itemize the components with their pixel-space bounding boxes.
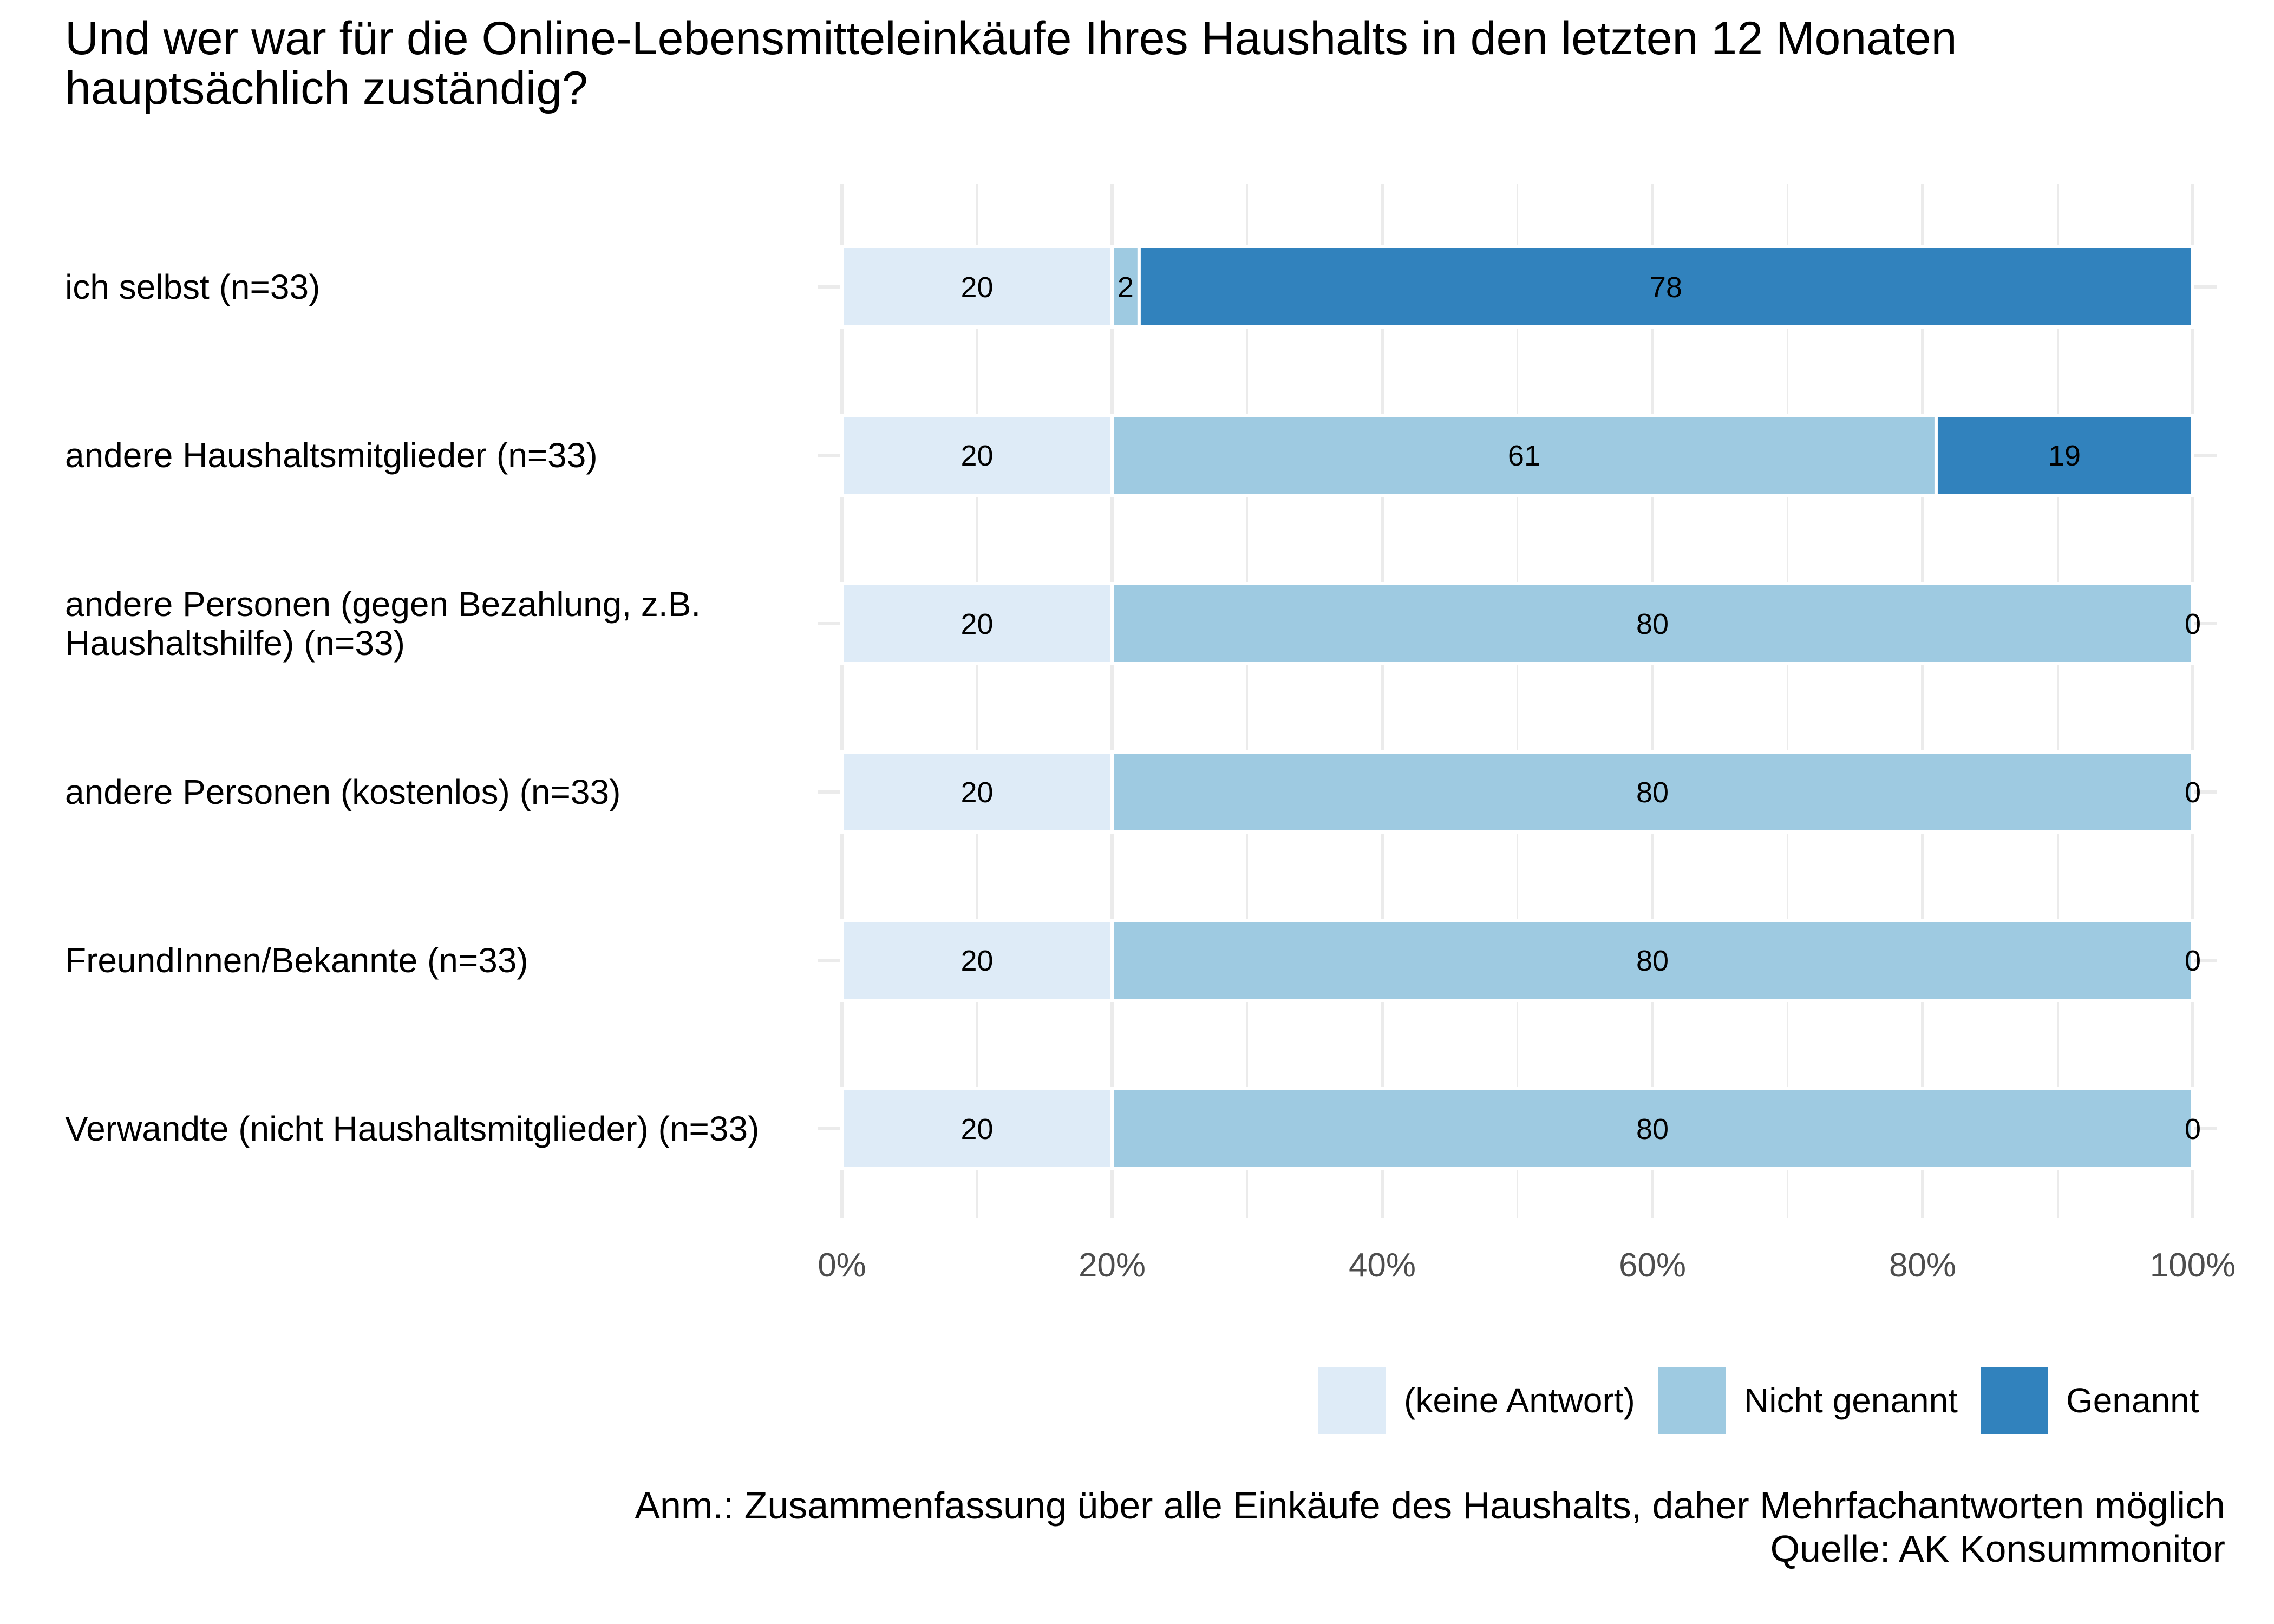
bar-value-label: 20	[960, 271, 993, 304]
bar-segment	[1137, 245, 2194, 329]
bar-value-label: 80	[1636, 608, 1669, 640]
bar-value-label: 80	[1636, 1113, 1669, 1145]
bar-segment	[840, 750, 1114, 834]
bar-segment	[1110, 582, 2194, 665]
category-label: andere Personen (kostenlos) (n=33)	[65, 772, 620, 811]
bar-segment	[840, 919, 1114, 1002]
chart-title-line: Und wer war für die Online-Lebensmittele…	[65, 12, 1957, 64]
legend-label: (keine Antwort)	[1404, 1381, 1635, 1420]
legend: (keine Antwort) Nicht genannt Genannt	[1318, 1367, 2199, 1434]
bars: 20 2 78 20 61 19 20 80 0 20 80 0 20 80 0 20 80 0	[840, 245, 2201, 1170]
legend-swatch	[1981, 1367, 2048, 1434]
category-labels: ich selbst (n=33) andere Haushaltsmitglie…	[65, 267, 759, 1148]
bar-value-label: 20	[960, 440, 993, 472]
bar-value-label: 19	[2048, 440, 2081, 472]
bar-value-label: 20	[960, 776, 993, 809]
bar-value-label: 0	[2185, 1113, 2201, 1145]
category-label: FreundInnen/Bekannte (n=33)	[65, 941, 528, 980]
bar-segment	[1110, 919, 2194, 1002]
caption: Anm.: Zusammenfassung über alle Einkäufe…	[635, 1484, 2225, 1570]
category-label: andere Personen (gegen Bezahlung, z.B.	[65, 585, 701, 624]
bar-segment	[840, 245, 1114, 329]
bar-segment	[840, 582, 1114, 665]
bar-value-label: 0	[2185, 945, 2201, 977]
category-label: Verwandte (nicht Haushaltsmitglieder) (n…	[65, 1109, 759, 1148]
bar-value-label: 0	[2185, 608, 2201, 640]
legend-swatch	[1658, 1367, 1726, 1434]
bar-segment	[1110, 750, 2194, 834]
bar-value-label: 80	[1636, 945, 1669, 977]
legend-label: Genannt	[2066, 1381, 2199, 1420]
bar-segment	[1110, 1087, 2194, 1170]
bar-value-label: 0	[2185, 776, 2201, 809]
bar-value-label: 61	[1508, 440, 1540, 472]
x-tick-label: 100%	[2150, 1247, 2236, 1284]
category-label: ich selbst (n=33)	[65, 267, 320, 306]
bar-segment	[1934, 414, 2194, 497]
x-tick-label: 20%	[1079, 1247, 1146, 1284]
bar-value-label: 20	[960, 608, 993, 640]
bar-value-label: 78	[1650, 271, 1682, 304]
x-tick-label: 40%	[1349, 1247, 1416, 1284]
bar-value-label: 20	[960, 945, 993, 977]
x-tick-label: 0%	[818, 1247, 866, 1284]
bar-value-label: 80	[1636, 776, 1669, 809]
bar-value-label: 20	[960, 1113, 993, 1145]
category-label: Haushaltshilfe) (n=33)	[65, 624, 405, 663]
legend-swatch	[1318, 1367, 1386, 1434]
bar-value-label: 2	[1118, 271, 1134, 304]
x-axis-tick-labels: 0% 20% 40% 60% 80% 100%	[818, 1247, 2236, 1284]
caption-line: Quelle: AK Konsummonitor	[1770, 1528, 2225, 1570]
x-tick-label: 60%	[1619, 1247, 1686, 1284]
grid	[818, 184, 2217, 1218]
category-label: andere Haushaltsmitglieder (n=33)	[65, 436, 598, 475]
chart-title: Und wer war für die Online-Lebensmittele…	[65, 12, 1957, 114]
chart-title-line: hauptsächlich zuständig?	[65, 62, 588, 114]
legend-label: Nicht genannt	[1744, 1381, 1958, 1420]
caption-line: Anm.: Zusammenfassung über alle Einkäufe…	[635, 1484, 2225, 1527]
x-tick-label: 80%	[1889, 1247, 1956, 1284]
